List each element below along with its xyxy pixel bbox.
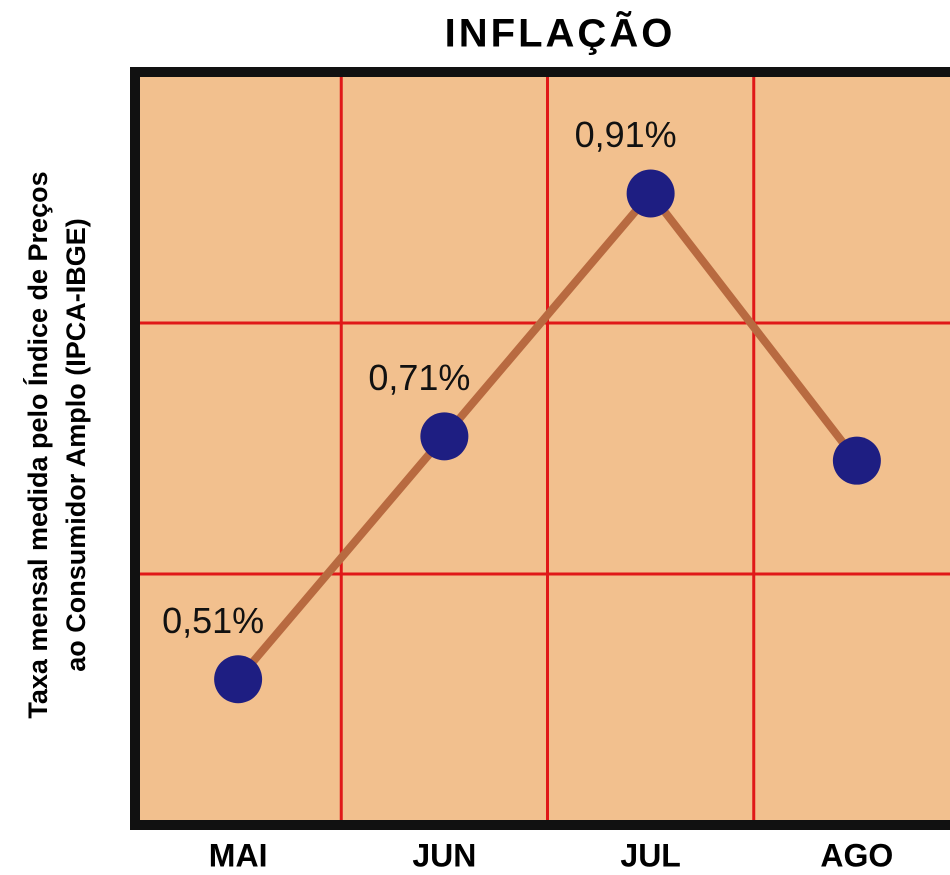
y-axis-label: Taxa mensal medida pelo Índice de Preços… <box>22 171 91 718</box>
plot-area <box>135 72 950 825</box>
data-point <box>832 436 881 485</box>
y-axis-label-line: Taxa mensal medida pelo Índice de Preços <box>22 171 53 718</box>
x-tick-label: AGO <box>820 837 893 873</box>
data-point <box>214 655 263 704</box>
plot-frame <box>130 67 950 830</box>
data-label: 0,71% <box>368 357 470 398</box>
x-tick-label: MAI <box>209 837 268 873</box>
y-axis-label-line: ao Consumidor Amplo (IPCA-IBGE) <box>61 218 91 672</box>
series-line <box>235 187 861 682</box>
x-tick-label: JUL <box>620 837 680 873</box>
data-label: 0,51% <box>162 600 264 641</box>
data-point <box>420 412 469 461</box>
data-label: 0,91% <box>575 114 677 155</box>
x-tick-label: JUN <box>412 837 476 873</box>
chart-title: INFLAÇÃO <box>445 10 676 56</box>
data-point <box>626 169 675 218</box>
